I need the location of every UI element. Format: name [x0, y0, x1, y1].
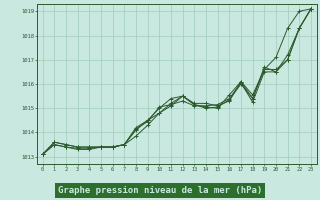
Text: Graphe pression niveau de la mer (hPa): Graphe pression niveau de la mer (hPa): [58, 186, 262, 195]
